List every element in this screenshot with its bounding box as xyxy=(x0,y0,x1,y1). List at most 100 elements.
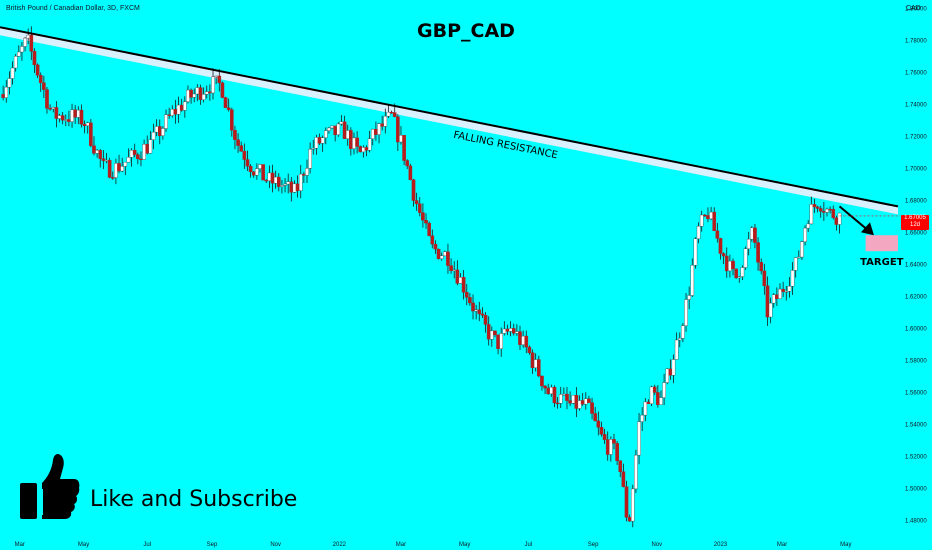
candle-up xyxy=(305,168,309,176)
candle-down xyxy=(145,144,150,154)
candle-down xyxy=(117,163,121,172)
candle-down xyxy=(668,368,673,376)
projection-arrow-head xyxy=(860,222,874,236)
candle-up xyxy=(170,109,175,116)
candle-up xyxy=(255,168,259,176)
candle-down xyxy=(590,402,594,414)
target-label: TARGET xyxy=(860,257,904,268)
y-tick-label: 1.56000 xyxy=(905,391,927,397)
candle-down xyxy=(251,171,256,176)
candle-up xyxy=(352,137,356,149)
candle-down xyxy=(414,200,419,205)
candle-up xyxy=(195,87,200,95)
candle-down xyxy=(496,334,500,349)
y-tick-label: 1.50000 xyxy=(905,487,927,493)
candle-down xyxy=(295,183,300,191)
candle-down xyxy=(624,486,629,518)
candle-up xyxy=(314,137,319,149)
candle-up xyxy=(176,104,181,115)
candle-up xyxy=(292,183,297,193)
candle-down xyxy=(436,248,441,259)
candle-down xyxy=(45,89,49,109)
candle-up xyxy=(649,386,654,404)
candle-up xyxy=(699,214,704,227)
candle-down xyxy=(537,359,541,377)
x-tick-label: Jul xyxy=(143,542,151,548)
x-tick-label: May xyxy=(840,542,851,548)
candle-down xyxy=(546,387,550,395)
chart-title: GBP_CAD xyxy=(417,20,515,42)
candle-down xyxy=(615,443,619,461)
candle-up xyxy=(95,150,99,154)
candle-down xyxy=(408,165,413,180)
candle-up xyxy=(399,135,403,143)
x-tick-label: Sep xyxy=(588,542,599,548)
candle-up xyxy=(637,421,641,456)
candle-down xyxy=(461,277,466,293)
candle-up xyxy=(693,238,698,266)
candle-up xyxy=(20,46,24,53)
candle-down xyxy=(35,64,40,76)
candle-down xyxy=(389,111,394,114)
candle-down xyxy=(73,109,77,118)
candle-up xyxy=(129,150,134,158)
candle-down xyxy=(471,302,475,312)
candle-up xyxy=(803,227,807,242)
candle-up xyxy=(640,414,644,422)
candle-up xyxy=(809,204,814,225)
candle-up xyxy=(23,37,27,47)
candle-up xyxy=(790,270,795,287)
candle-up xyxy=(746,238,751,249)
candle-down xyxy=(67,119,71,122)
candle-up xyxy=(674,339,679,360)
candle-down xyxy=(239,145,244,152)
candle-up xyxy=(161,128,165,136)
candle-down xyxy=(349,130,353,149)
candle-down xyxy=(486,324,491,340)
candle-up xyxy=(85,122,90,126)
y-tick-label: 1.60000 xyxy=(905,327,927,333)
candle-up xyxy=(671,359,676,376)
candle-down xyxy=(242,151,247,160)
symbol-header: British Pound / Canadian Dollar, 3D, FXC… xyxy=(6,5,140,12)
candle-down xyxy=(261,164,265,181)
candle-down xyxy=(449,265,453,271)
candle-up xyxy=(148,139,153,154)
candle-down xyxy=(101,158,106,161)
candle-up xyxy=(57,115,62,119)
candle-down xyxy=(132,150,137,155)
candle-down xyxy=(421,212,425,221)
candle-up xyxy=(308,148,312,169)
candle-down xyxy=(524,335,529,348)
candle-down xyxy=(759,262,764,272)
candle-down xyxy=(703,214,707,217)
candle-down xyxy=(233,130,237,140)
candle-down xyxy=(612,439,616,444)
y-tick-label: 1.76000 xyxy=(905,71,927,77)
candle-up xyxy=(728,260,732,272)
candle-down xyxy=(79,109,84,125)
candle-down xyxy=(511,328,516,334)
y-tick-label: 1.58000 xyxy=(905,359,927,365)
x-tick-label: Jul xyxy=(525,542,533,548)
candle-down xyxy=(552,387,557,404)
candle-up xyxy=(16,51,21,57)
candle-down xyxy=(333,125,337,135)
candle-down xyxy=(270,172,275,184)
candle-down xyxy=(543,385,547,389)
candle-down xyxy=(208,91,212,94)
like-and-subscribe-text: Like and Subscribe xyxy=(90,487,298,512)
x-tick-label: Sep xyxy=(207,542,218,548)
candle-down xyxy=(374,129,378,135)
candle-down xyxy=(724,255,729,272)
candle-up xyxy=(630,488,635,522)
candle-down xyxy=(248,165,253,173)
candle-up xyxy=(211,76,215,94)
candle-up xyxy=(204,91,209,95)
candle-down xyxy=(455,269,460,284)
candle-up xyxy=(709,211,713,220)
candle-up xyxy=(367,138,372,151)
candle-up xyxy=(320,137,325,144)
